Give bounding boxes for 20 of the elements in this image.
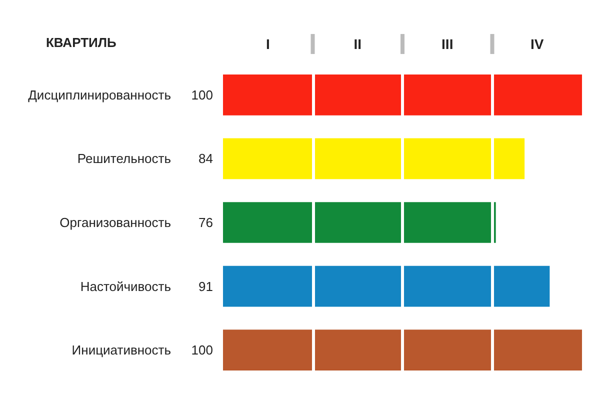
text: IV <box>530 36 544 52</box>
y-tick-label: Дисциплинированность <box>28 87 172 102</box>
bar <box>223 74 582 116</box>
bar <box>223 138 525 180</box>
y-tick-label: Настойчивость <box>80 278 172 294</box>
data-label: 91 <box>198 278 213 294</box>
bar <box>223 202 496 243</box>
y-tick-label: Инициативность <box>72 342 172 358</box>
y-tick-label: Организованность <box>60 215 172 230</box>
data-label: 76 <box>198 215 213 230</box>
text: I <box>266 36 270 52</box>
text: III <box>442 36 454 52</box>
y-tick-label: Решительность <box>77 151 172 166</box>
data-label: 100 <box>191 342 213 358</box>
bar <box>223 330 582 371</box>
data-label: 100 <box>191 87 213 102</box>
bar <box>223 266 550 307</box>
text: II <box>354 36 362 52</box>
y-axis-title: КВАРТИЛЬ <box>46 35 116 50</box>
data-label: 84 <box>198 151 213 166</box>
